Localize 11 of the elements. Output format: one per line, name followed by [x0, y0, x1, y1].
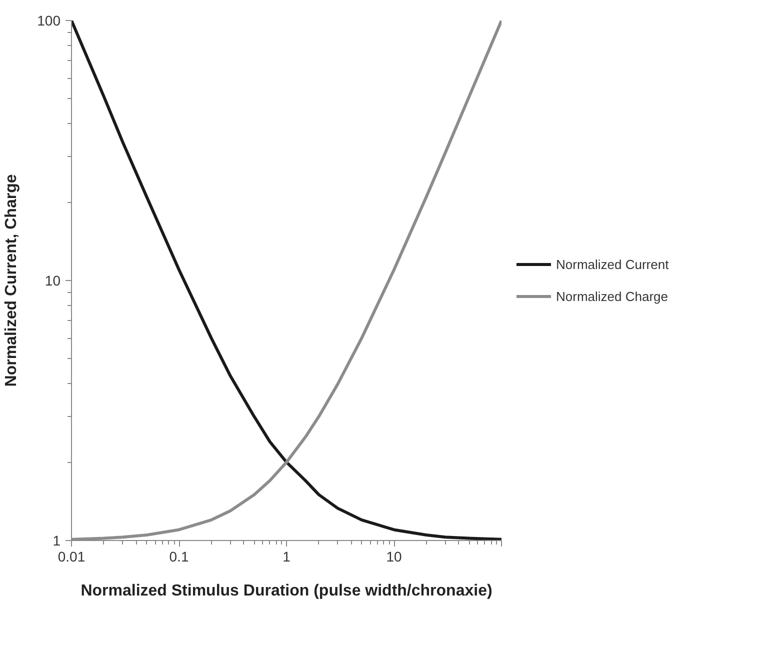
legend-label: Normalized Current	[556, 256, 669, 272]
legend-label: Normalized Charge	[556, 288, 668, 304]
y-tick-label: 10	[44, 272, 61, 288]
x-tick-label: 1	[282, 548, 291, 564]
x-axis-title: Normalized Stimulus Duration (pulse width/chronaxie)	[80, 582, 492, 600]
y-tick-label: 1	[52, 532, 61, 548]
x-tick-label: 0.1	[169, 548, 189, 564]
y-tick-label: 100	[37, 12, 61, 28]
x-tick-label: 10	[386, 548, 402, 564]
y-axis-title: Normalized Current, Charge	[3, 174, 20, 387]
x-tick-label: 0.01	[58, 548, 86, 564]
